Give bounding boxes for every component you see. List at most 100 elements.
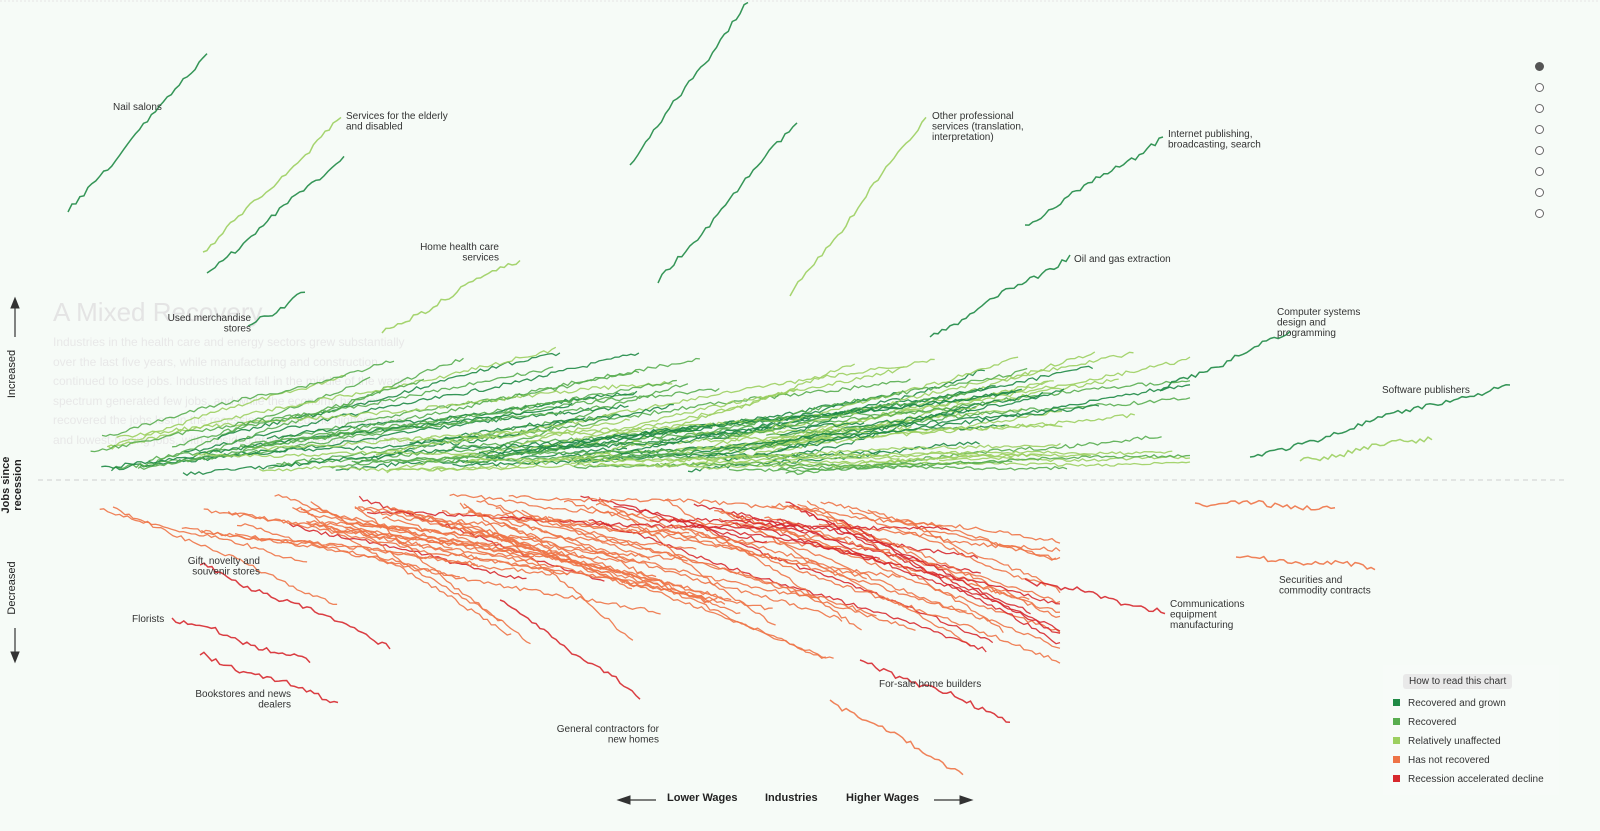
- legend-label: Recovered: [1408, 717, 1457, 728]
- industry-series-line: [116, 380, 673, 439]
- industry-series-line: [90, 366, 554, 453]
- slide-nav-dot-6[interactable]: [1535, 167, 1544, 176]
- industry-series-line: [288, 523, 527, 580]
- industry-series-line: [498, 517, 690, 535]
- y-axis-arrow-down: [10, 628, 20, 664]
- slide-nav-dot-2[interactable]: [1535, 83, 1544, 92]
- industry-series-line: [484, 390, 1016, 458]
- label-software-publishers: Software publishers: [1382, 385, 1470, 396]
- industry-series-line: [508, 494, 820, 511]
- slide-nav-dot-8[interactable]: [1535, 209, 1544, 218]
- label-for-sale-builders: For-sale home builders: [879, 679, 981, 690]
- industry-series-line: [382, 516, 773, 611]
- industry-series-line: [395, 453, 822, 464]
- computer-systems-line: [1159, 330, 1291, 392]
- industry-series-line: [227, 511, 655, 589]
- industry-series-line: [825, 516, 1061, 618]
- x-axis-industries: Industries: [765, 792, 818, 804]
- industry-series-line: [266, 390, 638, 440]
- how-to-read-button[interactable]: How to read this chart: [1403, 674, 1513, 689]
- industry-series-line: [236, 523, 460, 578]
- label-other-professional: Other professional services (translation,…: [932, 111, 1024, 143]
- industry-series-line: [193, 450, 476, 458]
- industry-series-line: [780, 369, 985, 436]
- oil-gas-line: [929, 254, 1071, 338]
- industry-series-line: [137, 376, 371, 470]
- elderly-services-2-line: [206, 155, 345, 274]
- slide-nav-dot-5[interactable]: [1535, 146, 1544, 155]
- florists-line: [171, 617, 311, 664]
- software-2-line: [1299, 436, 1433, 462]
- industry-series-line: [111, 405, 601, 470]
- industry-series-line: [664, 499, 862, 631]
- legend-swatch: [1393, 718, 1400, 725]
- industry-series-line: [776, 518, 1061, 632]
- mid-growth-line: [657, 122, 798, 284]
- industry-series-line: [771, 502, 1061, 544]
- slide-nav-dot-7[interactable]: [1535, 188, 1544, 197]
- industry-series-line: [217, 352, 561, 439]
- industry-series-line: [385, 505, 726, 605]
- nail-salons-line: [67, 53, 208, 213]
- industry-series-line: [649, 517, 950, 531]
- industry-series-line: [702, 389, 973, 441]
- industry-series-line: [521, 509, 916, 632]
- x-axis-arrow-left: [616, 795, 656, 805]
- industry-series-line: [181, 527, 478, 566]
- industry-series-line: [258, 465, 447, 472]
- industry-series-line: [328, 447, 566, 469]
- industry-series-line: [242, 357, 700, 452]
- industry-series-line: [777, 391, 1044, 452]
- intro-body: Industries in the health care and energy…: [53, 335, 412, 447]
- series-labels: Nail salons Services for the elderly and d…: [113, 102, 1470, 746]
- industry-series-line: [375, 358, 935, 456]
- slide-nav-dot-4[interactable]: [1535, 125, 1544, 134]
- industry-series-line: [476, 499, 877, 617]
- label-oil-gas: Oil and gas extraction: [1074, 254, 1171, 265]
- industry-series-line: [785, 501, 1031, 615]
- industry-series-line: [516, 455, 742, 464]
- top-growth-line: [629, 1, 749, 166]
- industry-series-line: [595, 456, 900, 468]
- industry-series-line: [839, 519, 1061, 645]
- label-home-health: Home health care services: [420, 242, 499, 264]
- label-bookstores: Bookstores and news dealers: [195, 689, 291, 711]
- industry-series-line: [234, 532, 661, 615]
- industry-series-line: [467, 509, 843, 622]
- internet-publishing-line: [1024, 136, 1164, 226]
- legend-label: Recovered and grown: [1408, 698, 1506, 709]
- background-series: [90, 346, 1191, 664]
- industry-series-line: [312, 387, 720, 440]
- label-general-contractors: General contractors for new homes: [557, 724, 660, 746]
- legend-label: Has not recovered: [1408, 755, 1490, 766]
- industry-series-line: [201, 529, 555, 576]
- industry-series-line: [139, 379, 677, 471]
- general-contractors-line: [499, 599, 641, 700]
- label-internet-publishing: Internet publishing, broadcasting, search: [1168, 129, 1261, 151]
- industry-series-line: [99, 508, 308, 563]
- slide-nav-dot-3[interactable]: [1535, 104, 1544, 113]
- used-merchandise-line: [247, 291, 306, 327]
- label-computer-systems: Computer systems design and programming: [1277, 307, 1360, 339]
- industry-series-line: [252, 416, 787, 451]
- legend-label: Relatively unaffected: [1408, 736, 1501, 747]
- industry-series-line: [354, 506, 518, 530]
- industry-series-line: [650, 380, 1191, 441]
- y-axis-increased: Increased: [6, 349, 18, 399]
- industry-series-line: [833, 451, 992, 459]
- industry-series-line: [203, 357, 464, 456]
- communications-line: [1024, 578, 1166, 615]
- industry-series-line: [679, 356, 1019, 456]
- legend-swatch: [1393, 699, 1400, 706]
- for-sale-builders-line: [859, 659, 1011, 723]
- legend-item-not-recovered: Has not recovered: [1393, 755, 1490, 766]
- legend: How to read this chart Recovered and gro…: [1383, 665, 1559, 795]
- industry-series-line: [753, 356, 1191, 452]
- slide-nav-dot-1[interactable]: [1535, 62, 1544, 71]
- industry-series-line: [106, 374, 346, 448]
- industry-series-line: [366, 511, 804, 532]
- label-gift-stores: Gift, novelty and souvenir stores: [188, 556, 260, 578]
- industry-series-line: [485, 391, 902, 460]
